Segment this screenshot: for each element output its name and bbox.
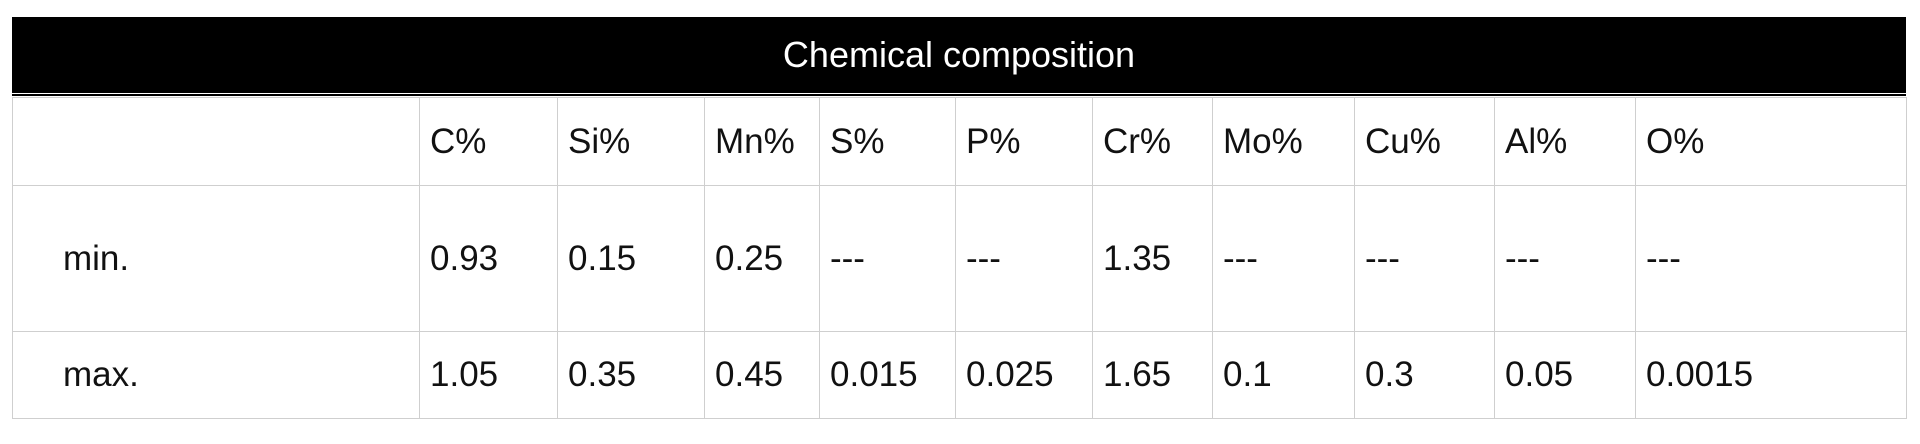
row-label: min. [12, 185, 420, 332]
composition-table: Chemical composition C% Si% Mn% S% P% Cr% Mo% C… [12, 17, 1907, 419]
column-header: O% [1635, 97, 1907, 186]
cell: --- [1212, 185, 1355, 332]
cell: 1.05 [419, 331, 558, 419]
column-header: S% [819, 97, 956, 186]
row-label: max. [12, 331, 420, 419]
column-header: Al% [1494, 97, 1636, 186]
cell: 0.3 [1354, 331, 1495, 419]
column-header: Mn% [704, 97, 820, 186]
cell: --- [1494, 185, 1636, 332]
cell: 0.93 [419, 185, 558, 332]
cell: 0.45 [704, 331, 820, 419]
column-header: C% [419, 97, 558, 186]
table-grid: C% Si% Mn% S% P% Cr% Mo% Cu% Al% O% min. 0.93 0.15 0.… [12, 97, 1907, 419]
cell: 1.65 [1092, 331, 1213, 419]
column-header: Cu% [1354, 97, 1495, 186]
data-row: min. 0.93 0.15 0.25 --- --- 1.35 --- --- --- --- [12, 185, 1907, 332]
cell: --- [955, 185, 1093, 332]
cell: --- [1354, 185, 1495, 332]
cell: 0.25 [704, 185, 820, 332]
cell: --- [1635, 185, 1907, 332]
header-row: C% Si% Mn% S% P% Cr% Mo% Cu% Al% O% [12, 97, 1907, 186]
cell: 0.015 [819, 331, 956, 419]
table-title: Chemical composition [12, 17, 1906, 97]
cell: 0.35 [557, 331, 705, 419]
column-header: Si% [557, 97, 705, 186]
cell: 0.15 [557, 185, 705, 332]
corner-cell [12, 97, 420, 186]
cell: 0.05 [1494, 331, 1636, 419]
cell: 1.35 [1092, 185, 1213, 332]
cell: 0.0015 [1635, 331, 1907, 419]
column-header: Mo% [1212, 97, 1355, 186]
data-row: max. 1.05 0.35 0.45 0.015 0.025 1.65 0.1 0.3 0.05… [12, 331, 1907, 419]
cell: 0.025 [955, 331, 1093, 419]
cell: 0.1 [1212, 331, 1355, 419]
column-header: P% [955, 97, 1093, 186]
table-body: C% Si% Mn% S% P% Cr% Mo% Cu% Al% O% min. 0.93 0.15 0.… [12, 97, 1907, 419]
column-header: Cr% [1092, 97, 1213, 186]
cell: --- [819, 185, 956, 332]
